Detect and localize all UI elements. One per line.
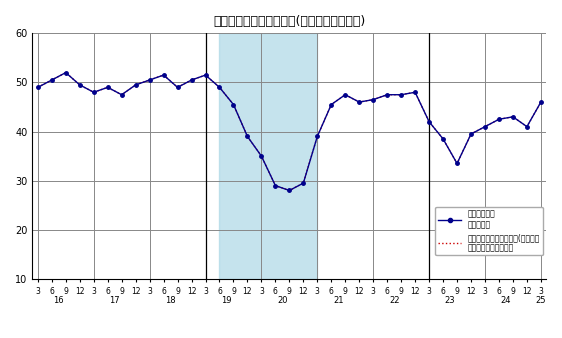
- 耐久消費財の
買い時判断: [454, 162, 460, 166]
- 耐久消費財の
買い時判断: [258, 154, 265, 158]
- 耐久消費財の
買い時判断: [62, 71, 69, 75]
- 耐久消費財の買い時判断(リンク係
数で試験調査と接続）: [34, 85, 41, 89]
- 耐久消費財の買い時判断(リンク係
数で試験調査と接続）: [132, 83, 139, 87]
- 耐久消費財の買い時判断(リンク係
数で試験調査と接続）: [510, 115, 516, 119]
- 耐久消費財の
買い時判断: [482, 125, 488, 129]
- 耐久消費財の
買い時判断: [426, 120, 433, 124]
- 耐久消費財の買い時判断(リンク係
数で試験調査と接続）: [328, 102, 334, 106]
- 耐久消費財の買い時判断(リンク係
数で試験調査と接続）: [48, 78, 55, 82]
- 耐久消費財の
買い時判断: [244, 135, 251, 139]
- 耐久消費財の
買い時判断: [439, 137, 446, 141]
- 耐久消費財の
買い時判断: [384, 93, 391, 97]
- Text: 17: 17: [110, 296, 120, 305]
- 耐久消費財の
買い時判断: [146, 78, 153, 82]
- 耐久消費財の買い時判断(リンク係
数で試験調査と接続）: [174, 85, 181, 89]
- 耐久消費財の買い時判断(リンク係
数で試験調査と接続）: [496, 117, 502, 121]
- 耐久消費財の
買い時判断: [328, 102, 334, 106]
- Text: 23: 23: [445, 296, 455, 305]
- Bar: [220, 33, 318, 279]
- 耐久消費財の
買い時判断: [174, 85, 181, 89]
- 耐久消費財の買い時判断(リンク係
数で試験調査と接続）: [524, 125, 531, 129]
- 耐久消費財の買い時判断(リンク係
数で試験調査と接続）: [146, 78, 153, 82]
- 耐久消費財の
買い時判断: [370, 98, 377, 102]
- 耐久消費財の
買い時判断: [216, 85, 223, 89]
- 耐久消費財の
買い時判断: [412, 90, 419, 94]
- Text: 25: 25: [536, 296, 546, 305]
- 耐久消費財の買い時判断(リンク係
数で試験調査と接続）: [258, 154, 265, 158]
- 耐久消費財の
買い時判断: [188, 78, 195, 82]
- Text: 19: 19: [221, 296, 232, 305]
- 耐久消費財の買い時判断(リンク係
数で試験調査と接続）: [384, 93, 391, 97]
- 耐久消費財の
買い時判断: [76, 83, 83, 87]
- 耐久消費財の買い時判断(リンク係
数で試験調査と接続）: [244, 135, 251, 139]
- Line: 耐久消費財の買い時判断(リンク係
数で試験調査と接続）: 耐久消費財の買い時判断(リンク係 数で試験調査と接続）: [38, 73, 541, 191]
- 耐久消費財の買い時判断(リンク係
数で試験調査と接続）: [356, 100, 362, 104]
- 耐久消費財の
買い時判断: [48, 78, 55, 82]
- 耐久消費財の買い時判断(リンク係
数で試験調査と接続）: [230, 102, 237, 106]
- 耐久消費財の買い時判断(リンク係
数で試験調査と接続）: [370, 98, 377, 102]
- 耐久消費財の買い時判断(リンク係
数で試験調査と接続）: [118, 93, 125, 97]
- 耐久消費財の
買い時判断: [300, 181, 307, 185]
- 耐久消費財の買い時判断(リンク係
数で試験調査と接続）: [160, 73, 167, 77]
- 耐久消費財の
買い時判断: [105, 85, 111, 89]
- Legend: 耐久消費財の
買い時判断, 耐久消費財の買い時判断(リンク係
数で試験調査と接続）: 耐久消費財の 買い時判断, 耐久消費財の買い時判断(リンク係 数で試験調査と接続…: [435, 207, 543, 256]
- 耐久消費財の
買い時判断: [398, 93, 405, 97]
- 耐久消費財の
買い時判断: [272, 184, 279, 188]
- 耐久消費財の買い時判断(リンク係
数で試験調査と接続）: [188, 78, 195, 82]
- Text: 16: 16: [53, 296, 64, 305]
- 耐久消費財の
買い時判断: [496, 117, 502, 121]
- Line: 耐久消費財の
買い時判断: 耐久消費財の 買い時判断: [36, 71, 543, 192]
- 耐久消費財の買い時判断(リンク係
数で試験調査と接続）: [300, 181, 307, 185]
- Text: 20: 20: [277, 296, 288, 305]
- 耐久消費財の
買い時判断: [118, 93, 125, 97]
- Text: 22: 22: [389, 296, 400, 305]
- 耐久消費財の
買い時判断: [314, 135, 321, 139]
- 耐久消費財の買い時判断(リンク係
数で試験調査と接続）: [216, 85, 223, 89]
- 耐久消費財の
買い時判断: [202, 73, 209, 77]
- Text: 24: 24: [501, 296, 511, 305]
- 耐久消費財の買い時判断(リンク係
数で試験調査と接続）: [286, 189, 293, 193]
- 耐久消費財の買い時判断(リンク係
数で試験調査と接続）: [272, 184, 279, 188]
- 耐久消費財の
買い時判断: [524, 125, 531, 129]
- Title: 耐久消費財の買い時判断(一般世帯、原数値): 耐久消費財の買い時判断(一般世帯、原数値): [213, 15, 365, 28]
- 耐久消費財の買い時判断(リンク係
数で試験調査と接続）: [105, 85, 111, 89]
- 耐久消費財の買い時判断(リンク係
数で試験調査と接続）: [314, 135, 321, 139]
- 耐久消費財の
買い時判断: [90, 90, 97, 94]
- 耐久消費財の
買い時判断: [230, 102, 237, 106]
- 耐久消費財の買い時判断(リンク係
数で試験調査と接続）: [426, 120, 433, 124]
- 耐久消費財の買い時判断(リンク係
数で試験調査と接続）: [62, 71, 69, 75]
- 耐久消費財の買い時判断(リンク係
数で試験調査と接続）: [482, 125, 488, 129]
- 耐久消費財の
買い時判断: [342, 93, 348, 97]
- 耐久消費財の買い時判断(リンク係
数で試験調査と接続）: [342, 93, 348, 97]
- 耐久消費財の
買い時判断: [160, 73, 167, 77]
- 耐久消費財の
買い時判断: [132, 83, 139, 87]
- 耐久消費財の買い時判断(リンク係
数で試験調査と接続）: [412, 90, 419, 94]
- Text: 21: 21: [333, 296, 343, 305]
- 耐久消費財の買い時判断(リンク係
数で試験調査と接続）: [439, 137, 446, 141]
- 耐久消費財の買い時判断(リンク係
数で試験調査と接続）: [76, 83, 83, 87]
- 耐久消費財の買い時判断(リンク係
数で試験調査と接続）: [398, 93, 405, 97]
- 耐久消費財の買い時判断(リンク係
数で試験調査と接続）: [202, 73, 209, 77]
- 耐久消費財の
買い時判断: [510, 115, 516, 119]
- 耐久消費財の買い時判断(リンク係
数で試験調査と接続）: [90, 90, 97, 94]
- 耐久消費財の
買い時判断: [34, 85, 41, 89]
- 耐久消費財の
買い時判断: [286, 189, 293, 193]
- 耐久消費財の
買い時判断: [468, 132, 474, 136]
- Text: 18: 18: [165, 296, 176, 305]
- 耐久消費財の買い時判断(リンク係
数で試験調査と接続）: [537, 100, 544, 104]
- 耐久消費財の買い時判断(リンク係
数で試験調査と接続）: [454, 162, 460, 166]
- 耐久消費財の買い時判断(リンク係
数で試験調査と接続）: [468, 132, 474, 136]
- 耐久消費財の
買い時判断: [537, 100, 544, 104]
- 耐久消費財の
買い時判断: [356, 100, 362, 104]
